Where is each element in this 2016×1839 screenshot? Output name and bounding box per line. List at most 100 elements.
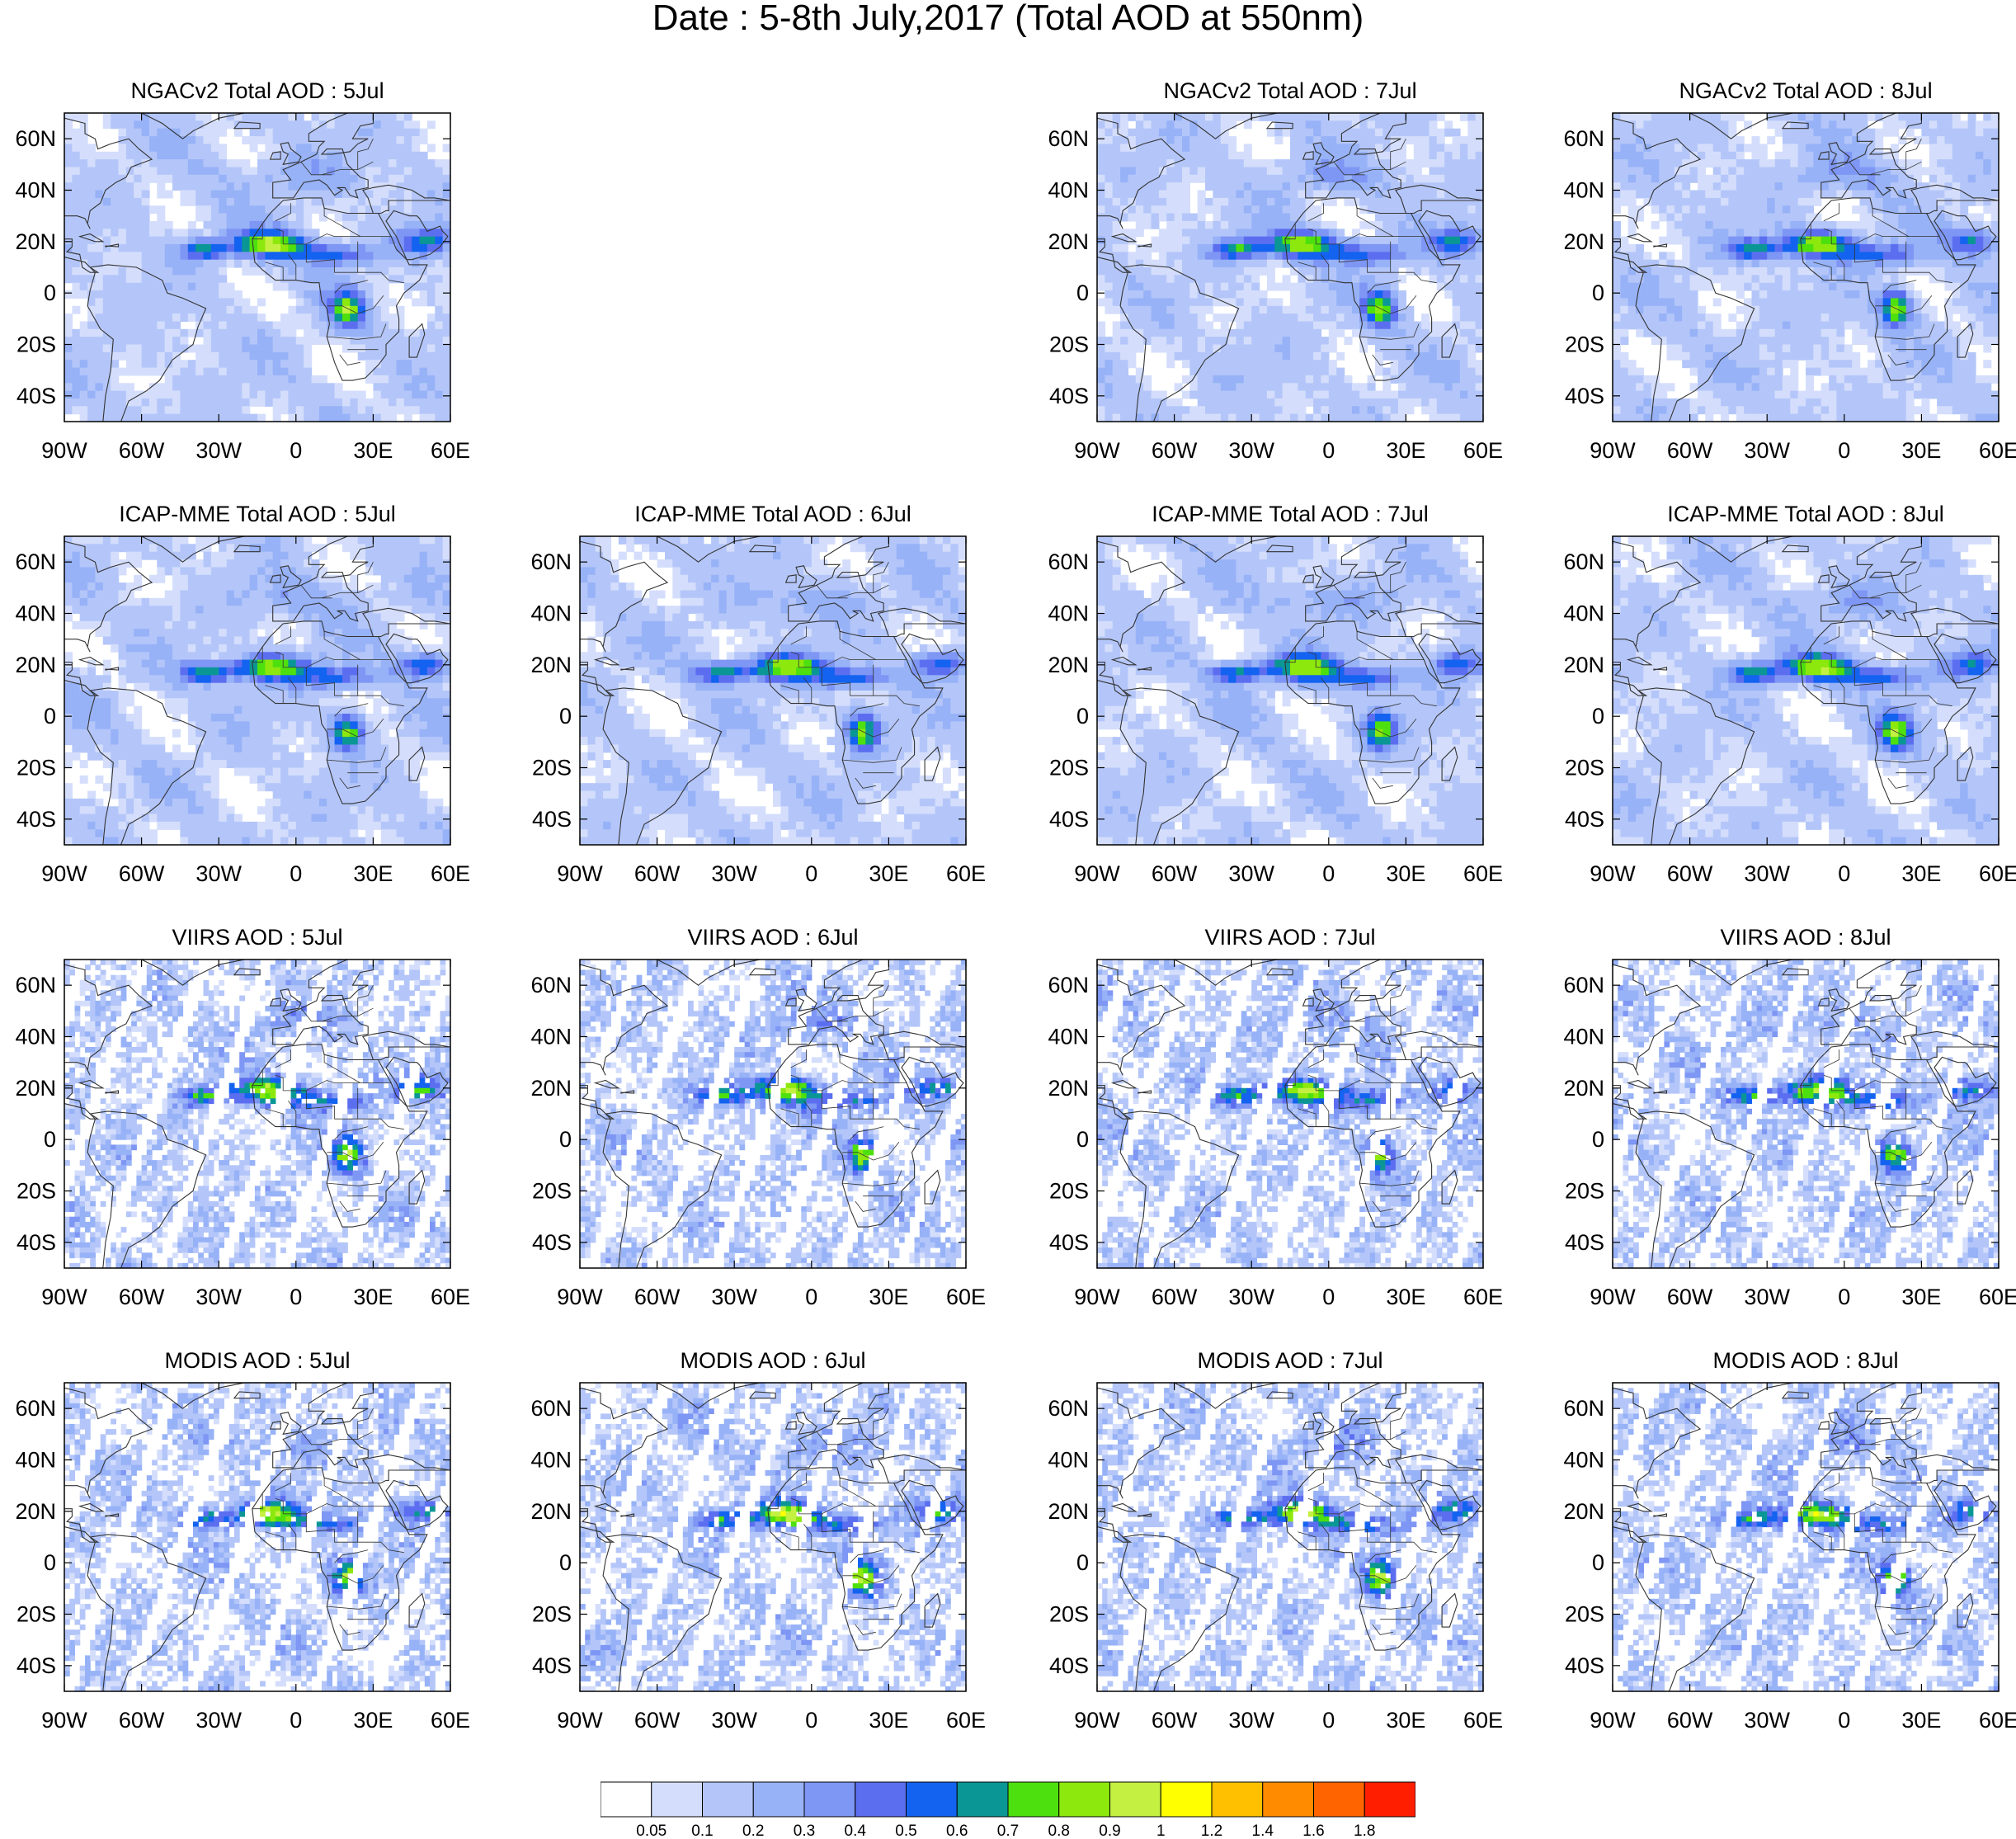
aod-field	[64, 1383, 450, 1691]
country-border	[327, 1170, 387, 1186]
coast-hispaniola	[105, 667, 120, 671]
x-tick-label: 90W	[1074, 438, 1120, 463]
coast-europe	[272, 1383, 374, 1469]
coast-africa	[1800, 1044, 1976, 1228]
x-tick-label: 30E	[1386, 861, 1425, 886]
x-tick-label: 0	[1322, 1708, 1335, 1733]
colorbar-label: 0.4	[845, 1822, 867, 1839]
y-tick-label: 20S	[1565, 332, 1604, 357]
country-border	[839, 631, 876, 660]
country-border	[1905, 1541, 1952, 1554]
y-tick-label: 60N	[1048, 549, 1089, 574]
country-border	[339, 777, 360, 789]
coast-middle-east	[1395, 1454, 1483, 1484]
coast-yucatan	[1613, 238, 1648, 273]
country-border	[1831, 1503, 1940, 1515]
country-border	[1849, 1431, 1881, 1445]
country-border	[1823, 228, 1832, 244]
country-border	[1390, 139, 1406, 170]
coast-ireland	[1302, 997, 1314, 1007]
map-panel: MODIS AOD : 5Jul 90W 60W 30W 0 30E 60E 60N 40N 20…	[15, 1348, 470, 1733]
coast-madagascar	[1441, 1592, 1458, 1628]
coastlines	[1097, 960, 1483, 1268]
coast-arabia	[1934, 1479, 1997, 1530]
country-border	[357, 562, 374, 593]
coast-hispaniola	[1653, 1090, 1668, 1094]
colorbar-label: 1.4	[1252, 1822, 1274, 1839]
country-border	[1823, 651, 1832, 667]
aod-field	[1613, 1383, 1999, 1691]
coast-north-america	[1097, 1387, 1186, 1499]
country-border	[842, 747, 902, 763]
coastlines	[64, 536, 450, 845]
country-border	[1875, 1170, 1935, 1186]
x-tick-label: 60E	[431, 1708, 470, 1733]
country-border	[1875, 1593, 1935, 1610]
country-border	[1905, 139, 1922, 170]
panel-title: MODIS AOD : 6Jul	[680, 1348, 865, 1373]
coast-yucatan	[1613, 1508, 1648, 1543]
y-tick-label: 40N	[15, 178, 56, 203]
coast-middle-east	[362, 1454, 450, 1484]
country-border	[357, 1408, 374, 1440]
coast-south-america	[602, 1534, 723, 1691]
country-border	[1390, 1408, 1406, 1440]
aod-field	[1097, 1383, 1483, 1691]
y-tick-label: 20N	[530, 1076, 572, 1101]
coast-greenland	[656, 960, 761, 986]
y-tick-label: 0	[559, 1550, 572, 1575]
country-border	[327, 747, 387, 763]
coast-britain	[1312, 565, 1335, 589]
country-border	[1875, 1142, 1933, 1161]
coastlines	[1097, 113, 1483, 422]
coast-ireland	[269, 997, 281, 1007]
country-border	[339, 1624, 360, 1635]
coast-africa	[767, 620, 944, 804]
coast-europe	[272, 960, 374, 1045]
country-border	[357, 1541, 404, 1554]
y-tick-label: 60N	[15, 973, 56, 997]
country-border	[1875, 1565, 1933, 1584]
y-tick-label: 20S	[1565, 1602, 1604, 1627]
country-border	[283, 1503, 392, 1515]
coast-middle-east	[1910, 1454, 1999, 1484]
country-border	[1800, 647, 1811, 663]
coast-iceland	[1781, 545, 1809, 553]
coast-south-america	[602, 687, 723, 845]
y-tick-label: 0	[44, 1127, 56, 1152]
y-tick-label: 20N	[1048, 653, 1089, 677]
y-tick-label: 20S	[1049, 1179, 1089, 1204]
y-tick-label: 20S	[532, 756, 572, 780]
x-tick-label: 60E	[431, 1285, 470, 1309]
country-border	[1338, 241, 1392, 273]
country-border	[1849, 584, 1881, 599]
country-border	[873, 1118, 920, 1130]
coastlines	[64, 113, 450, 422]
coast-yucatan	[1097, 1508, 1133, 1543]
country-border	[1333, 161, 1365, 176]
country-border	[873, 695, 920, 707]
coast-britain	[1828, 988, 1850, 1012]
x-tick-label: 30E	[353, 861, 393, 886]
plot-frame	[1612, 112, 2000, 422]
country-border	[1875, 719, 1933, 738]
aod-field	[64, 113, 450, 422]
country-border	[850, 703, 884, 717]
coast-madagascar	[1957, 1592, 1974, 1628]
x-tick-label: 60W	[1152, 1285, 1198, 1309]
x-tick-label: 30E	[353, 1708, 393, 1733]
y-tick-label: 20N	[15, 653, 56, 677]
x-tick-label: 60E	[1979, 438, 2016, 463]
coast-hispaniola	[620, 667, 635, 671]
coast-hispaniola	[105, 243, 120, 248]
plot-frame	[64, 112, 451, 422]
coast-cuba	[1110, 656, 1138, 666]
country-border	[265, 685, 284, 704]
country-border	[839, 1478, 876, 1507]
country-border	[821, 1087, 874, 1120]
y-tick-label: 40S	[1049, 1653, 1089, 1678]
country-border	[1307, 1497, 1317, 1514]
coast-yucatan	[64, 1508, 100, 1543]
x-tick-label: 30E	[1386, 1285, 1425, 1309]
coast-yucatan	[64, 1085, 100, 1120]
